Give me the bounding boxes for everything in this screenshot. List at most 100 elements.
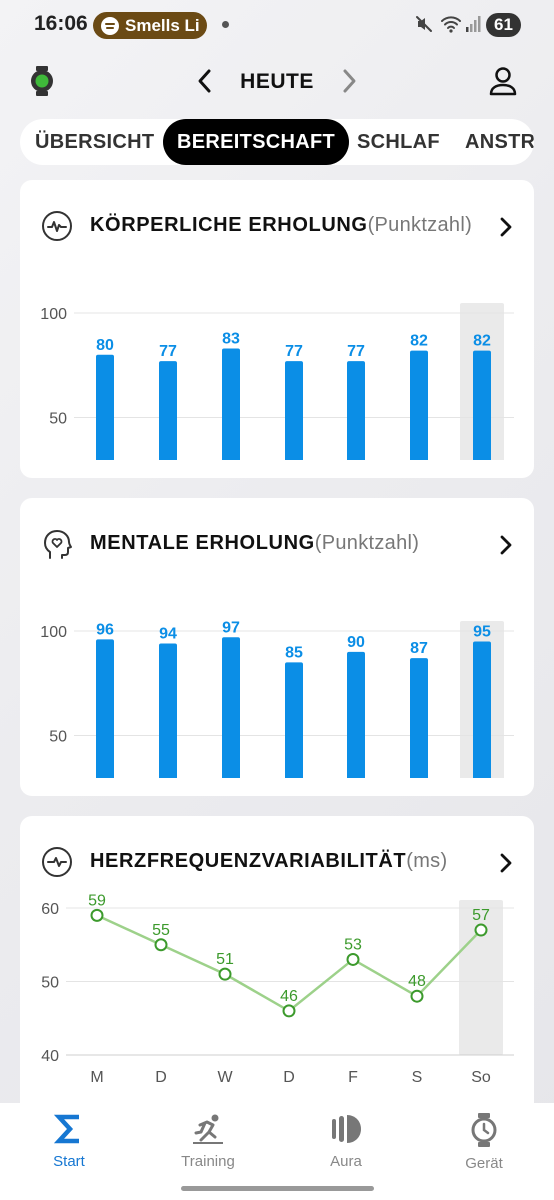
data-label: 57: [472, 907, 490, 924]
card-title: MENTALE ERHOLUNG(Punktzahl): [90, 532, 420, 554]
y-tick-label: 50: [41, 975, 59, 992]
physical-recovery-card[interactable]: KÖRPERLICHE ERHOLUNG(Punktzahl) 05010080…: [20, 180, 534, 478]
data-label: 83: [222, 331, 240, 348]
bar: [96, 354, 114, 460]
mute-icon: [416, 16, 432, 32]
data-label: 95: [473, 623, 491, 640]
page-title: HEUTE: [240, 70, 314, 93]
tab-uebersicht[interactable]: ÜBERSICHT: [35, 131, 155, 153]
data-label: 48: [408, 973, 426, 990]
data-label: 53: [344, 936, 362, 953]
data-label: 80: [96, 337, 114, 354]
previous-day-chevron-icon[interactable]: [196, 68, 214, 94]
bar: [222, 348, 240, 460]
chevron-right-icon[interactable]: [498, 534, 514, 556]
bar: [159, 361, 177, 460]
notification-dot-icon: [222, 21, 229, 28]
head-heart-icon: [44, 530, 72, 559]
mental-recovery-card[interactable]: MENTALE ERHOLUNG(Punktzahl) 050100969497…: [20, 498, 534, 796]
data-label: 77: [285, 343, 303, 360]
data-point: [282, 1004, 296, 1018]
physical-recovery-chart: 05010080778377778282MDWDFSSo: [40, 303, 514, 460]
nav-label: Training: [181, 1153, 235, 1170]
mental-recovery-chart: 05010096949785908795MDWDFSSo: [40, 619, 514, 778]
home-indicator: [181, 1186, 374, 1191]
bar: [473, 641, 491, 778]
card-title: KÖRPERLICHE ERHOLUNG(Punktzahl): [90, 214, 473, 236]
x-tick-label: So: [471, 1069, 491, 1086]
bar: [96, 639, 114, 778]
next-day-chevron-icon[interactable]: [340, 68, 358, 94]
card-header: KÖRPERLICHE ERHOLUNG(Punktzahl): [20, 180, 534, 260]
hrv-chart: 40 50 60 59 55 51 46 53 48 57 M D W D F S So: [41, 892, 514, 1086]
x-tick-label: M: [90, 1069, 103, 1086]
nav-start[interactable]: Start: [19, 1113, 119, 1170]
card-title: HERZFREQUENZVARIABILITÄT(ms): [90, 850, 448, 872]
data-label: 82: [410, 333, 428, 350]
data-label: 87: [410, 640, 428, 657]
bar: [222, 637, 240, 778]
data-label: 94: [159, 626, 177, 643]
data-label: 55: [152, 922, 170, 939]
data-label: 97: [222, 619, 240, 636]
x-tick-label: S: [412, 1069, 423, 1086]
data-label: 82: [473, 333, 491, 350]
spotify-icon: [101, 16, 119, 35]
bar: [285, 361, 303, 460]
y-tick-label: 40: [41, 1048, 59, 1065]
data-label: 59: [88, 892, 106, 909]
bar: [410, 658, 428, 778]
media-pill[interactable]: Smells Li: [93, 12, 207, 39]
chevron-right-icon[interactable]: [498, 852, 514, 874]
nav-training[interactable]: Training: [158, 1113, 258, 1170]
nav-aura[interactable]: Aura: [296, 1113, 396, 1170]
tab-anstrengung[interactable]: ANSTR: [465, 131, 534, 153]
bottom-navigation: Start Training Aura Gerät: [0, 1103, 554, 1200]
data-point: [90, 908, 104, 922]
sigma-icon: [54, 1114, 79, 1144]
data-point: [410, 989, 424, 1003]
status-time: 16:06: [34, 12, 88, 35]
nav-geraet[interactable]: Gerät: [434, 1113, 534, 1172]
data-label: 77: [159, 343, 177, 360]
today-highlight: [459, 900, 503, 1055]
bar: [159, 643, 177, 778]
watch-icon: [471, 1113, 497, 1147]
data-label: 96: [96, 621, 114, 638]
y-tick-label: 100: [40, 306, 67, 323]
y-tick-label: 100: [40, 624, 67, 641]
battery-badge: 61: [486, 13, 521, 37]
x-tick-label: W: [217, 1069, 233, 1086]
card-header: MENTALE ERHOLUNG(Punktzahl): [20, 498, 534, 578]
heart-rate-icon: [42, 847, 72, 877]
hrv-card[interactable]: HERZFREQUENZVARIABILITÄT(ms) 40 50 60 59 55 5…: [20, 816, 534, 1116]
activity-pulse-icon: [42, 211, 72, 241]
tab-bar: ÜBERSICHT BEREITSCHAFT SCHLAF ANSTR: [20, 119, 534, 165]
chevron-right-icon[interactable]: [498, 216, 514, 238]
x-tick-label: D: [155, 1069, 167, 1086]
data-point: [218, 967, 232, 981]
data-label: 46: [280, 988, 298, 1005]
data-point: [154, 938, 168, 952]
profile-icon[interactable]: [488, 66, 518, 96]
tab-bereitschaft[interactable]: BEREITSCHAFT: [163, 119, 350, 165]
data-point: [346, 952, 360, 966]
nav-label: Aura: [330, 1153, 362, 1170]
tab-schlaf[interactable]: SCHLAF: [357, 131, 440, 153]
aura-icon: [332, 1115, 361, 1143]
data-label: 51: [216, 951, 234, 968]
signal-icon: [466, 16, 481, 32]
y-tick-label: 50: [49, 411, 67, 428]
y-tick-label: 60: [41, 901, 59, 918]
bar: [347, 651, 365, 778]
card-header: HERZFREQUENZVARIABILITÄT(ms): [20, 816, 534, 896]
data-point: [474, 923, 488, 937]
x-tick-label: F: [348, 1069, 358, 1086]
status-bar: 16:06 Smells Li 61: [0, 0, 554, 50]
bar: [410, 350, 428, 460]
media-title: Smells Li: [125, 15, 200, 35]
bar: [347, 361, 365, 460]
device-status-icon[interactable]: [29, 66, 55, 96]
y-tick-label: 50: [49, 729, 67, 746]
running-icon: [193, 1114, 223, 1144]
